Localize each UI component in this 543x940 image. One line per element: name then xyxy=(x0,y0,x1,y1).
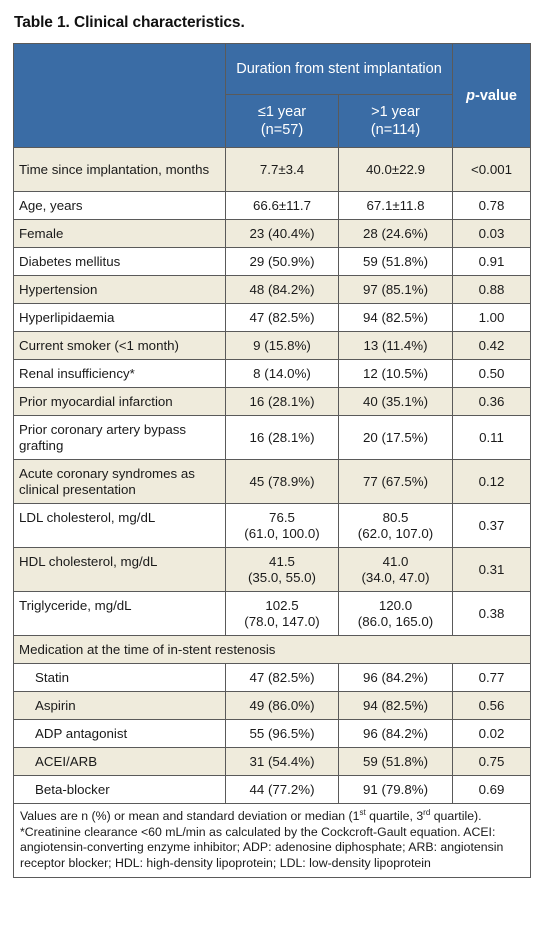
clinical-characteristics-table: Duration from stent implantation p-value… xyxy=(12,43,532,878)
table-row: ACEI/ARB 31 (54.4%) 59 (51.8%) 0.75 xyxy=(13,747,532,776)
table-row: Renal insufficiency* 8 (14.0%) 12 (10.5%) 0… xyxy=(13,359,532,388)
table-row: Female 23 (40.4%) 28 (24.6%) 0.03 xyxy=(13,219,532,248)
table-row: Beta-blocker 44 (77.2%) 91 (79.8%) 0.69 xyxy=(13,775,532,804)
header-col-le1year: ≤1 year (n=57) xyxy=(225,94,339,148)
table-row: Statin 47 (82.5%) 96 (84.2%) 0.77 xyxy=(13,663,532,692)
header-group-duration: Duration from stent implantation xyxy=(224,43,454,95)
table-row: Acute coronary syndromes as clinical pre… xyxy=(13,459,532,504)
table-row: Hypertension 48 (84.2%) 97 (85.1%) 0.88 xyxy=(13,275,532,304)
table-row: Diabetes mellitus 29 (50.9%) 59 (51.8%) 0.9… xyxy=(13,247,532,276)
table-footnote-row: Values are n (%) or mean and standard de… xyxy=(12,803,532,878)
table-row: Triglyceride, mg/dL 102.5 (78.0, 147.0) 1… xyxy=(13,591,532,636)
table-row: LDL cholesterol, mg/dL 76.5 (61.0, 100.0)… xyxy=(13,503,532,548)
table-row: Aspirin 49 (86.0%) 94 (82.5%) 0.56 xyxy=(13,691,532,720)
header-label-cell xyxy=(13,43,226,148)
table-row: HDL cholesterol, mg/dL 41.5 (35.0, 55.0) … xyxy=(13,547,532,592)
table-row: ADP antagonist 55 (96.5%) 96 (84.2%) 0.02 xyxy=(13,719,532,748)
medication-section-header: Medication at the time of in-stent reste… xyxy=(12,635,532,664)
table-caption: Table 1. Clinical characteristics. xyxy=(14,14,245,31)
table-footnote: Values are n (%) or mean and standard de… xyxy=(12,803,532,878)
header-p-value: p-value xyxy=(452,43,532,148)
table-row: Current smoker (<1 month) 9 (15.8%) 13 (11… xyxy=(13,331,532,360)
table-row: Time since implantation, months 7.7±3.4 40… xyxy=(13,147,532,192)
header-col-gt1year: >1 year (n=114) xyxy=(337,94,454,148)
table-row: Age, years 66.6±11.7 67.1±11.8 0.78 xyxy=(13,191,532,220)
table-row: Hyperlipidaemia 47 (82.5%) 94 (82.5%) 1.00 xyxy=(13,303,532,332)
table-row: Prior myocardial infarction 16 (28.1%) 40 … xyxy=(13,387,532,416)
table-row: Prior coronary artery bypass grafting 16 … xyxy=(13,415,532,460)
